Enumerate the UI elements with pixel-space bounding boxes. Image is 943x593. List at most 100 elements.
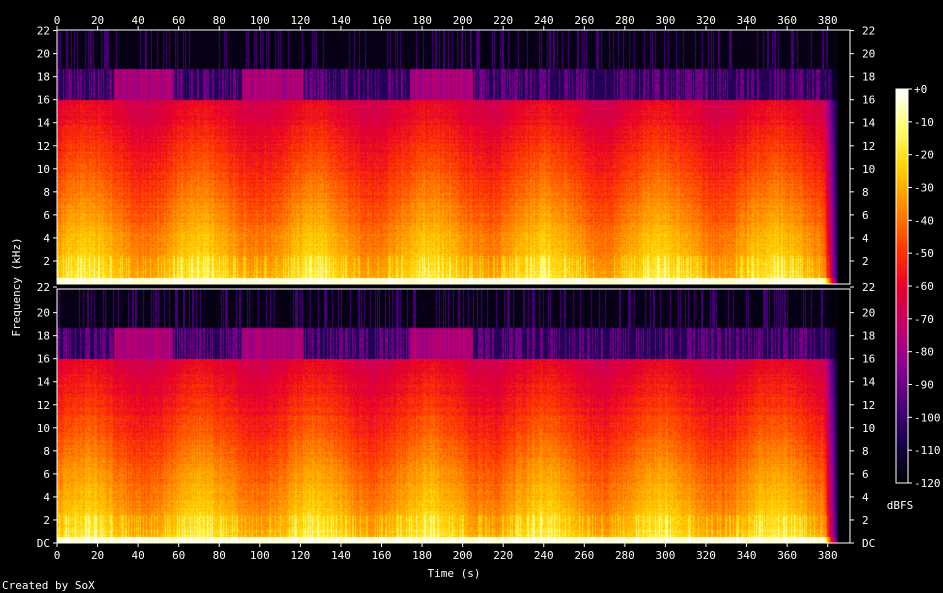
colorbar: +0 -10 -20 -30 -40 -50 -60 -70 -80 -90 -100 -110 -12…	[887, 83, 941, 512]
x-tick-label-bottom: 80	[213, 549, 226, 562]
colorbar-tick-label: -10	[914, 116, 934, 129]
colorbar-tick-label: +0	[914, 83, 927, 96]
y-tick-label-left: 6	[43, 209, 50, 222]
colorbar-tick-label: -50	[914, 247, 934, 260]
x-tick-label-bottom: 320	[696, 549, 716, 562]
x-tick-label-top: 220	[493, 14, 513, 27]
y-tick-label-left: 10	[37, 422, 50, 435]
y-tick-label-left: 16	[37, 353, 50, 366]
x-tick-label-top: 80	[213, 14, 226, 27]
y-tick-label-left: 20	[37, 48, 50, 61]
colorbar-label: dBFS	[887, 499, 914, 512]
y-tick-label-left: 22	[37, 25, 50, 38]
x-tick-label-top: 380	[818, 14, 838, 27]
y-tick-label-right: 10	[862, 163, 875, 176]
y-tick-label-right: 8	[862, 186, 869, 199]
x-tick-label-top: 20	[91, 14, 104, 27]
x-tick-label-bottom: 220	[493, 549, 513, 562]
y-tick-label-left: 12	[37, 399, 50, 412]
y-tick-label-left: 18	[37, 330, 50, 343]
x-tick-label-top: 40	[132, 14, 145, 27]
y-tick-label-left: 12	[37, 140, 50, 153]
channel-bottom-frame	[56, 288, 851, 544]
x-tick-label-top: 260	[574, 14, 594, 27]
footer-credit: Created by SoX	[2, 579, 95, 592]
colorbar-tick-label: -20	[914, 149, 934, 162]
y-tick-label-left: 4	[43, 491, 50, 504]
colorbar-gradient	[896, 89, 908, 483]
colorbar-tick-label: -110	[914, 444, 941, 457]
y-axis-label: Frequency (kHz)	[10, 237, 23, 336]
x-axis-label: Time (s)	[428, 567, 481, 580]
colorbar-tick-label: -90	[914, 379, 934, 392]
colorbar-tick-label: -70	[914, 313, 934, 326]
x-tick-label-bottom: 100	[250, 549, 270, 562]
y-tick-label-right: 14	[862, 117, 876, 130]
x-tick-label-bottom: 0	[54, 549, 61, 562]
y-tick-label-left: 18	[37, 71, 50, 84]
y-tick-label-right: 8	[862, 445, 869, 458]
x-tick-label-top: 280	[615, 14, 635, 27]
y-tick-label-right: 16	[862, 94, 875, 107]
y-tick-label-right: 22	[862, 281, 875, 294]
y-tick-label-right: 4	[862, 232, 869, 245]
y-tick-label-left: 20	[37, 307, 50, 320]
x-tick-label-bottom: 200	[453, 549, 473, 562]
x-tick-label-top: 100	[250, 14, 270, 27]
colorbar-ticks: +0 -10 -20 -30 -40 -50 -60 -70 -80 -90 -100 -110 -12…	[908, 83, 941, 490]
y-tick-label-left: 14	[37, 376, 51, 389]
y-tick-label-right: 22	[862, 25, 875, 38]
colorbar-tick-label: -80	[914, 346, 934, 359]
x-tick-label-top: 300	[656, 14, 676, 27]
y-tick-label-left: 14	[37, 117, 51, 130]
y-tick-label-right: DC	[862, 537, 875, 550]
x-tick-label-top: 320	[696, 14, 716, 27]
x-tick-label-bottom: 260	[574, 549, 594, 562]
spectrogram-channel-top	[57, 30, 850, 284]
colorbar-tick-label: -100	[914, 411, 941, 424]
x-tick-label-top: 0	[54, 14, 61, 27]
colorbar-tick-label: -120	[914, 477, 941, 490]
y-tick-label-right: 12	[862, 399, 875, 412]
x-tick-label-bottom: 40	[132, 549, 145, 562]
x-tick-label-bottom: 360	[777, 549, 797, 562]
colorbar-tick-label: -40	[914, 214, 934, 227]
y-tick-label-right: 20	[862, 307, 875, 320]
y-tick-label-right: 16	[862, 353, 875, 366]
y-tick-label-left: 8	[43, 445, 50, 458]
y-tick-label-left: 10	[37, 163, 50, 176]
x-tick-label-top: 200	[453, 14, 473, 27]
y-tick-label-right: 20	[862, 48, 875, 61]
x-tick-label-top: 160	[372, 14, 392, 27]
x-axis-bottom: 0 20 40 60 80 100 120 140 160 180 200 220 240 260 280 3…	[54, 543, 838, 562]
y-tick-label-right: 12	[862, 140, 875, 153]
channel-bottom	[56, 288, 851, 544]
y-tick-label-right: 10	[862, 422, 875, 435]
x-tick-label-top: 240	[534, 14, 554, 27]
channel-top	[56, 29, 851, 285]
y-tick-label-right: 4	[862, 491, 869, 504]
y-tick-label-right: 6	[862, 468, 869, 481]
colorbar-tick-label: -60	[914, 280, 934, 293]
x-axis-top: 0 20 40 60 80 100 120 140 160 180 200 220 240 260 280 3…	[54, 14, 838, 30]
x-tick-label-bottom: 120	[290, 549, 310, 562]
y-tick-label-left: 6	[43, 468, 50, 481]
x-tick-label-bottom: 340	[737, 549, 757, 562]
x-tick-label-top: 340	[737, 14, 757, 27]
y-tick-label-right: 18	[862, 330, 875, 343]
y-tick-label-left: DC	[37, 537, 50, 550]
x-tick-label-bottom: 160	[372, 549, 392, 562]
x-tick-label-top: 120	[290, 14, 310, 27]
x-tick-label-bottom: 60	[172, 549, 185, 562]
x-tick-label-bottom: 240	[534, 549, 554, 562]
y-tick-label-right: 6	[862, 209, 869, 222]
x-tick-label-bottom: 180	[412, 549, 432, 562]
colorbar-tick-label: -30	[914, 182, 934, 195]
y-tick-label-left: 8	[43, 186, 50, 199]
y-tick-label-right: 18	[862, 71, 875, 84]
y-tick-label-right: 2	[862, 514, 869, 527]
y-tick-label-right: 14	[862, 376, 876, 389]
